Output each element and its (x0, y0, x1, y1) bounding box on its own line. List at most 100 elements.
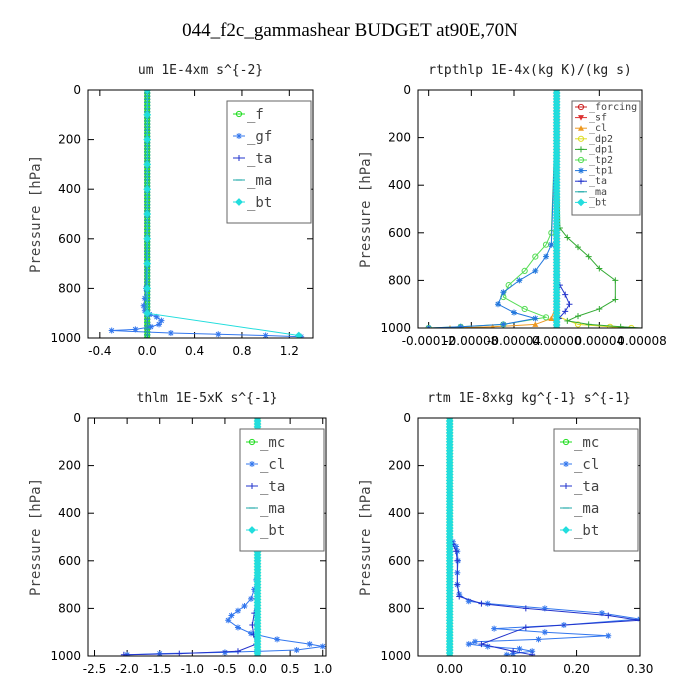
series-point (612, 277, 619, 284)
y-tick-label: 400 (388, 506, 411, 520)
y-tick-label: 600 (58, 554, 81, 568)
series-point (564, 317, 571, 324)
series-point (108, 327, 115, 334)
y-axis-label: Pressure [hPa] (358, 150, 374, 268)
legend-entry: _sf (589, 113, 607, 124)
series-group (445, 418, 640, 656)
legend-entry: _f (247, 107, 264, 123)
legend-marker (562, 438, 570, 446)
x-tick-label: -0.4 (88, 344, 111, 358)
y-tick-label: 1000 (50, 331, 81, 345)
series-point (532, 315, 539, 322)
x-tick-label: 0.10 (500, 662, 527, 676)
series-point (253, 652, 262, 656)
x-tick-label: -1.0 (181, 662, 204, 676)
series-point (234, 624, 241, 631)
legend-marker (578, 115, 584, 121)
series-point (484, 600, 491, 607)
legend-entry: _cl (589, 123, 607, 134)
y-tick-label: 1000 (380, 321, 411, 335)
y-axis-label: Pressure [hPa] (358, 478, 374, 596)
series-group (108, 90, 305, 338)
y-tick-label: 200 (388, 459, 411, 473)
series-point (521, 305, 528, 313)
series-point (606, 323, 614, 328)
y-tick-label: 400 (388, 178, 411, 192)
series-point (541, 629, 548, 636)
y-tick-label: 0 (73, 411, 81, 425)
legend-marker (577, 198, 585, 207)
series-line-dp1 (556, 90, 642, 328)
series-point (143, 185, 152, 194)
x-tick-label: 0.4 (185, 344, 204, 358)
legend-marker (249, 461, 255, 467)
axes-frame (87, 417, 327, 657)
series-point (566, 301, 573, 308)
series-point (140, 302, 147, 309)
y-axis-label: Pressure [hPa] (28, 155, 44, 273)
series-point (158, 317, 165, 324)
x-tick-label: -0.00004 (487, 334, 541, 348)
series-point (153, 313, 160, 320)
series-point (516, 277, 523, 284)
x-tick-label: -2.5 (83, 662, 106, 676)
y-tick-label: 200 (58, 133, 81, 147)
series-point (156, 321, 163, 328)
legend-entry: _ma (247, 173, 272, 189)
series-point (478, 600, 485, 607)
legend-entry: _ta (247, 151, 272, 167)
y-axis-label: Pressure [hPa] (28, 478, 44, 596)
legend-entry: _ta (589, 176, 607, 187)
series-point (491, 625, 498, 632)
x-tick-label: 0.20 (563, 662, 590, 676)
series-point (575, 244, 581, 251)
legend-marker (235, 110, 243, 118)
series-point (510, 648, 517, 655)
series-point (529, 648, 536, 655)
legend-entry: _ta (574, 479, 599, 495)
legend-entry: _tp1 (589, 166, 613, 177)
series-line-ta (123, 418, 259, 656)
series-point (141, 307, 148, 314)
series-point (490, 323, 495, 328)
legend-marker (578, 146, 584, 153)
series-point (617, 323, 624, 328)
series-point (472, 638, 479, 645)
series-point (249, 622, 256, 629)
series-point (548, 315, 555, 321)
series-point (596, 305, 603, 312)
y-tick-label: 600 (58, 232, 81, 246)
series-point (143, 90, 152, 94)
legend-marker (577, 156, 585, 164)
legend-entry: _bt (247, 195, 272, 211)
series-point (456, 593, 463, 600)
y-tick-label: 0 (403, 83, 411, 97)
series-point (543, 253, 549, 260)
series-point (248, 630, 255, 637)
legend-marker (578, 125, 584, 131)
legend-entry: _gf (247, 129, 272, 145)
series-point (562, 308, 569, 315)
y-tick-label: 1000 (380, 649, 411, 663)
series-point (532, 267, 539, 274)
x-tick-label: 0.00004 (575, 334, 625, 348)
series-point (500, 289, 507, 296)
series-point (564, 234, 571, 241)
series-point (143, 160, 152, 169)
series-point (522, 605, 529, 612)
series-point (521, 267, 528, 274)
legend-entry: _forcing (589, 102, 637, 113)
y-tick-label: 600 (388, 226, 411, 240)
legend-entry: _bt (589, 197, 607, 208)
series-point (228, 612, 235, 619)
series-point (234, 648, 241, 655)
legend-entry: _ma (589, 187, 607, 198)
series-point (143, 210, 152, 218)
series-point (596, 265, 603, 272)
y-tick-label: 800 (58, 281, 81, 295)
legend-marker (578, 178, 584, 185)
legend-entry: _tp2 (589, 155, 613, 166)
x-tick-label: 0.8 (232, 344, 251, 358)
panel-2: rtpthlp 1E-4x(kg K)/(kg s) Pressure [hPa]… (358, 63, 667, 348)
